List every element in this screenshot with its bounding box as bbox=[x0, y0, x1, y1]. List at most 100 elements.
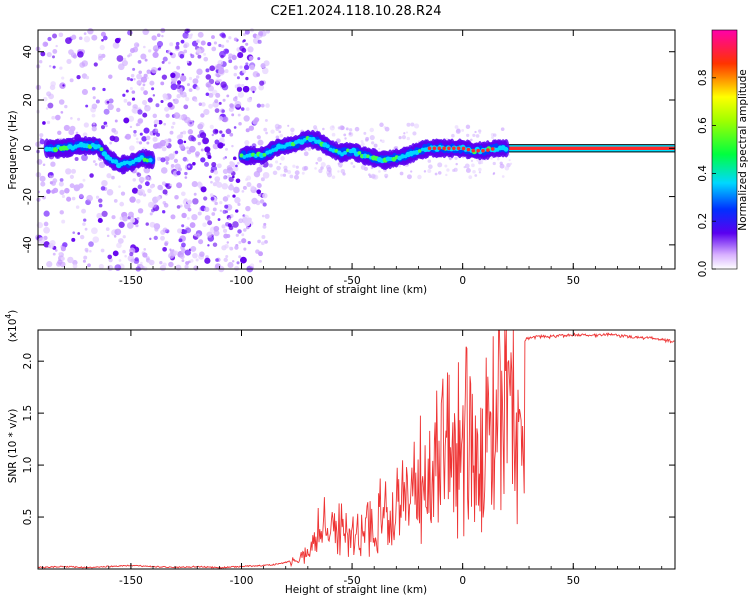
noise-speck bbox=[256, 135, 261, 140]
y-tick-label: -40 bbox=[22, 236, 34, 253]
noise-speck bbox=[122, 249, 126, 254]
noise-speck bbox=[164, 106, 170, 112]
noise-speck bbox=[140, 53, 147, 60]
ridge-peak bbox=[481, 148, 485, 153]
noise-speck bbox=[83, 218, 87, 222]
noise-speck bbox=[85, 104, 89, 108]
noise-speck bbox=[112, 250, 119, 257]
noise-speck bbox=[131, 215, 134, 219]
noise-speck bbox=[137, 59, 142, 64]
noise-speck bbox=[226, 94, 230, 98]
noise-speck bbox=[225, 210, 229, 214]
snr-x-ticks: -150 -100 -50 0 50 bbox=[42, 330, 663, 587]
noise-speck bbox=[108, 74, 113, 79]
noise-speck bbox=[46, 51, 52, 58]
noise-speck bbox=[114, 37, 121, 44]
noise-speck bbox=[499, 163, 505, 169]
noise-speck bbox=[434, 172, 438, 176]
noise-speck bbox=[185, 97, 190, 102]
noise-speck bbox=[238, 255, 242, 259]
noise-speck bbox=[54, 114, 61, 121]
x-tick-label: -50 bbox=[343, 575, 360, 587]
ridge-peak bbox=[471, 148, 476, 153]
noise-speck bbox=[219, 201, 223, 205]
noise-speck bbox=[101, 210, 108, 218]
noise-speck bbox=[241, 47, 247, 53]
noise-speck bbox=[262, 202, 267, 207]
noise-speck bbox=[149, 237, 152, 241]
noise-speck bbox=[203, 108, 210, 116]
noise-speck bbox=[228, 246, 232, 250]
noise-speck bbox=[102, 87, 106, 92]
ridge-peak bbox=[476, 148, 480, 153]
noise-speck bbox=[83, 36, 91, 43]
noise-speck bbox=[233, 72, 238, 77]
noise-speck bbox=[241, 238, 247, 244]
noise-speck bbox=[381, 139, 385, 144]
noise-speck bbox=[91, 126, 97, 132]
noise-speck bbox=[186, 83, 191, 87]
ridge-peak bbox=[466, 147, 471, 152]
noise-speck bbox=[243, 228, 247, 232]
noise-speck bbox=[227, 223, 232, 228]
spectrogram-constant-band bbox=[501, 144, 676, 153]
noise-speck bbox=[200, 113, 205, 118]
noise-speck bbox=[119, 201, 125, 207]
noise-speck bbox=[206, 83, 210, 88]
noise-speck bbox=[329, 125, 335, 131]
noise-speck bbox=[167, 102, 173, 108]
ridge-core bbox=[385, 156, 391, 162]
noise-speck bbox=[475, 134, 480, 138]
noise-speck bbox=[101, 53, 106, 58]
noise-speck bbox=[207, 244, 210, 247]
noise-speck bbox=[100, 248, 105, 253]
noise-speck bbox=[40, 51, 46, 57]
noise-speck bbox=[218, 67, 225, 75]
noise-speck bbox=[275, 160, 279, 164]
noise-speck bbox=[241, 189, 245, 193]
noise-speck bbox=[118, 259, 122, 262]
noise-speck bbox=[103, 121, 108, 126]
noise-speck bbox=[145, 256, 150, 261]
noise-speck bbox=[141, 99, 148, 106]
noise-speck bbox=[130, 78, 133, 82]
noise-speck bbox=[384, 173, 389, 178]
noise-speck bbox=[322, 127, 325, 131]
noise-speck bbox=[91, 227, 98, 235]
noise-speck bbox=[95, 195, 100, 199]
noise-speck bbox=[204, 161, 210, 167]
noise-speck bbox=[114, 119, 118, 123]
spectrogram-y-axis-label: Frequency (Hz) bbox=[7, 110, 19, 189]
noise-speck bbox=[143, 90, 148, 96]
noise-speck bbox=[183, 104, 189, 110]
noise-speck bbox=[287, 170, 292, 175]
ridge-peak bbox=[456, 146, 461, 151]
noise-speck bbox=[259, 80, 265, 86]
noise-speck bbox=[258, 259, 262, 263]
noise-speck bbox=[152, 51, 159, 59]
noise-speck bbox=[137, 208, 144, 214]
noise-speck bbox=[262, 67, 269, 75]
ridge-peak bbox=[447, 146, 451, 151]
noise-speck bbox=[258, 84, 265, 91]
noise-speck bbox=[156, 40, 164, 48]
noise-speck bbox=[500, 127, 505, 131]
noise-speck bbox=[191, 180, 198, 188]
noise-speck bbox=[352, 165, 356, 168]
noise-speck bbox=[378, 147, 381, 150]
noise-speck bbox=[202, 222, 207, 228]
noise-speck bbox=[84, 227, 88, 231]
noise-speck bbox=[57, 130, 62, 135]
noise-speck bbox=[129, 252, 134, 257]
noise-speck bbox=[149, 80, 155, 86]
noise-speck bbox=[187, 129, 194, 135]
noise-speck bbox=[214, 108, 220, 113]
noise-speck bbox=[231, 113, 235, 117]
noise-speck bbox=[77, 232, 81, 235]
noise-speck bbox=[59, 189, 65, 195]
noise-speck bbox=[232, 175, 235, 179]
noise-speck bbox=[214, 129, 219, 134]
noise-speck bbox=[113, 199, 118, 203]
noise-speck bbox=[40, 181, 46, 187]
noise-speck bbox=[204, 257, 211, 264]
